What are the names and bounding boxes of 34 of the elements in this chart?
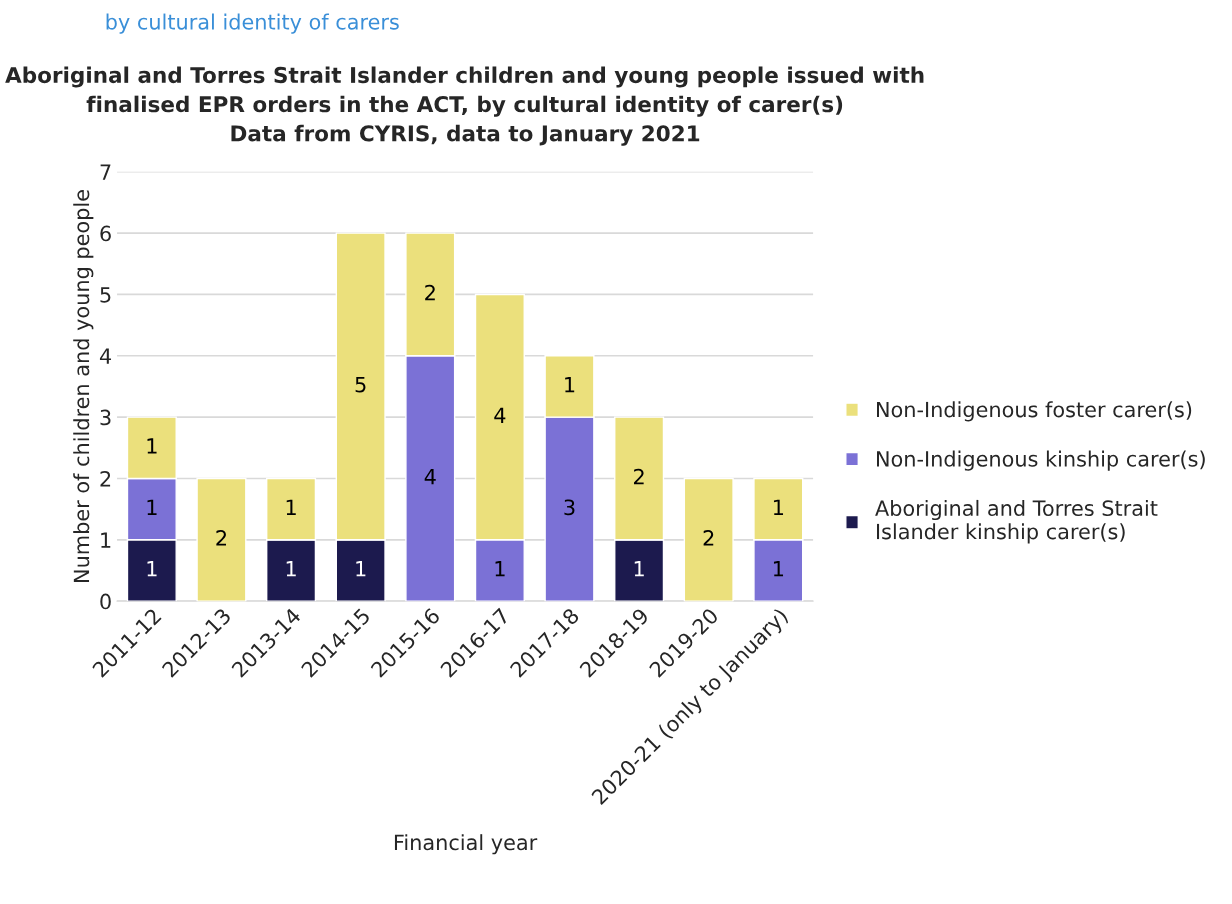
data-label: 1	[565, 377, 575, 393]
legend-label: Non-Indigenous foster carer(s)	[877, 401, 1192, 422]
data-label: 2	[703, 530, 714, 546]
x-axis-title: Financial year	[394, 834, 538, 855]
data-label: 1	[495, 561, 505, 577]
data-label: 1	[147, 561, 157, 577]
data-label: 1	[147, 499, 157, 515]
y-tick-label: 3	[100, 409, 111, 426]
data-label: 4	[494, 407, 506, 423]
data-label: 2	[216, 530, 226, 546]
data-label: 5	[355, 377, 366, 393]
data-label: 1	[286, 499, 296, 515]
data-label: 2	[634, 468, 644, 485]
data-label: 1	[147, 438, 157, 454]
y-tick-label: 1	[101, 532, 111, 548]
y-tick-label: 7	[100, 164, 111, 180]
data-label: 1	[773, 561, 784, 577]
y-tick-label: 6	[100, 225, 111, 242]
y-tick-label: 4	[99, 348, 112, 364]
data-label: 4	[424, 469, 436, 485]
legend-label: Non-Indigenous kinship carer(s)	[877, 450, 1205, 471]
data-label: 1	[286, 561, 296, 577]
legend-label: Aboriginal and Torres Strait Islander kinship carer(s)	[875, 499, 1158, 544]
data-label: 1	[634, 561, 644, 577]
data-label: 3	[564, 499, 575, 516]
data-label: 2	[425, 284, 435, 301]
chart-title: Aboriginal and Torres Strait Islander children and young people issued with finalised EPR orders in the ACT, by cultural identity of carer(s) Data from CYRIS, data to January 2021	[5, 66, 924, 146]
text: by cultural identity of carers	[106, 13, 399, 34]
data-label: 1	[773, 499, 784, 515]
y-tick-label: 5	[100, 287, 111, 303]
data-label: 1	[356, 561, 366, 577]
y-tick-label: 2	[100, 470, 111, 487]
y-tick-label: 0	[100, 593, 111, 610]
y-axis-title: Number of children and young people	[73, 190, 94, 582]
